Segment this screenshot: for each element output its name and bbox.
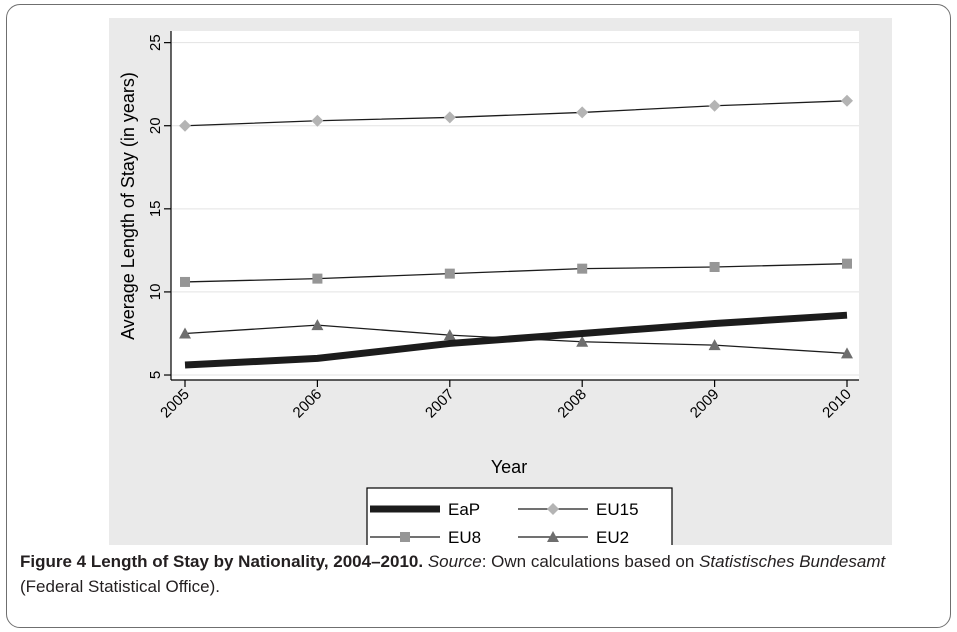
data-point-eu2	[311, 319, 324, 331]
data-point-eu15	[841, 94, 853, 107]
y-tick-label: 15	[147, 200, 164, 217]
y-axis-title: Average Length of Stay (in years)	[118, 72, 138, 340]
data-point-eu2	[179, 327, 191, 339]
data-point-eu15	[311, 114, 324, 127]
caption-label: Figure 4 Length of Stay by Nationality, …	[20, 552, 424, 571]
caption-source-word: Source	[427, 552, 482, 571]
legend-label-eu8: EU8	[448, 528, 481, 545]
data-point-eu15	[708, 99, 721, 112]
data-point-eu2	[576, 335, 589, 347]
legend-marker-eu8	[400, 532, 410, 542]
gridlines	[172, 42, 859, 376]
data-point-eu2	[841, 347, 853, 359]
legend-label-eap: EaP	[448, 500, 480, 519]
caption-text-1: : Own calculations based on	[481, 552, 700, 571]
data-point-eu15	[179, 119, 191, 132]
data-point-eu8	[577, 263, 588, 274]
figure-caption: Figure 4 Length of Stay by Nationality, …	[20, 549, 930, 599]
y-tick-label: 25	[147, 34, 164, 51]
data-point-eu8	[709, 261, 720, 272]
data-point-eu8	[842, 258, 852, 269]
data-point-eu2	[443, 329, 456, 341]
y-tick-label: 20	[147, 117, 164, 134]
legend-box	[366, 487, 673, 545]
caption-text-2: (Federal Statistical Office).	[20, 577, 220, 596]
x-axis-title: Year	[491, 457, 527, 477]
data-point-eu8	[180, 276, 190, 287]
data-point-eu15	[443, 111, 456, 124]
data-point-eu8	[444, 268, 455, 279]
y-tick-label: 10	[147, 284, 164, 301]
data-point-eu2	[708, 339, 721, 351]
legend-label-eu2: EU2	[596, 528, 629, 545]
y-axis-ticks: 5 10 15 20 25	[147, 34, 171, 379]
caption-italic-name: Statistisches Bundesamt	[699, 552, 886, 571]
legend: EaP EU15 EU8 EU2	[370, 500, 639, 545]
data-point-eu8	[312, 273, 323, 284]
y-tick-label: 5	[147, 371, 164, 379]
legend-marker-eu2	[547, 531, 559, 542]
series-line-eu15	[184, 100, 848, 127]
series-lines	[179, 94, 853, 369]
legend-label-eu15: EU15	[596, 500, 639, 519]
series-line-eap	[184, 311, 848, 369]
series-line-eu8	[184, 263, 848, 283]
legend-marker-eu15	[547, 503, 559, 515]
data-point-eu15	[576, 106, 589, 119]
